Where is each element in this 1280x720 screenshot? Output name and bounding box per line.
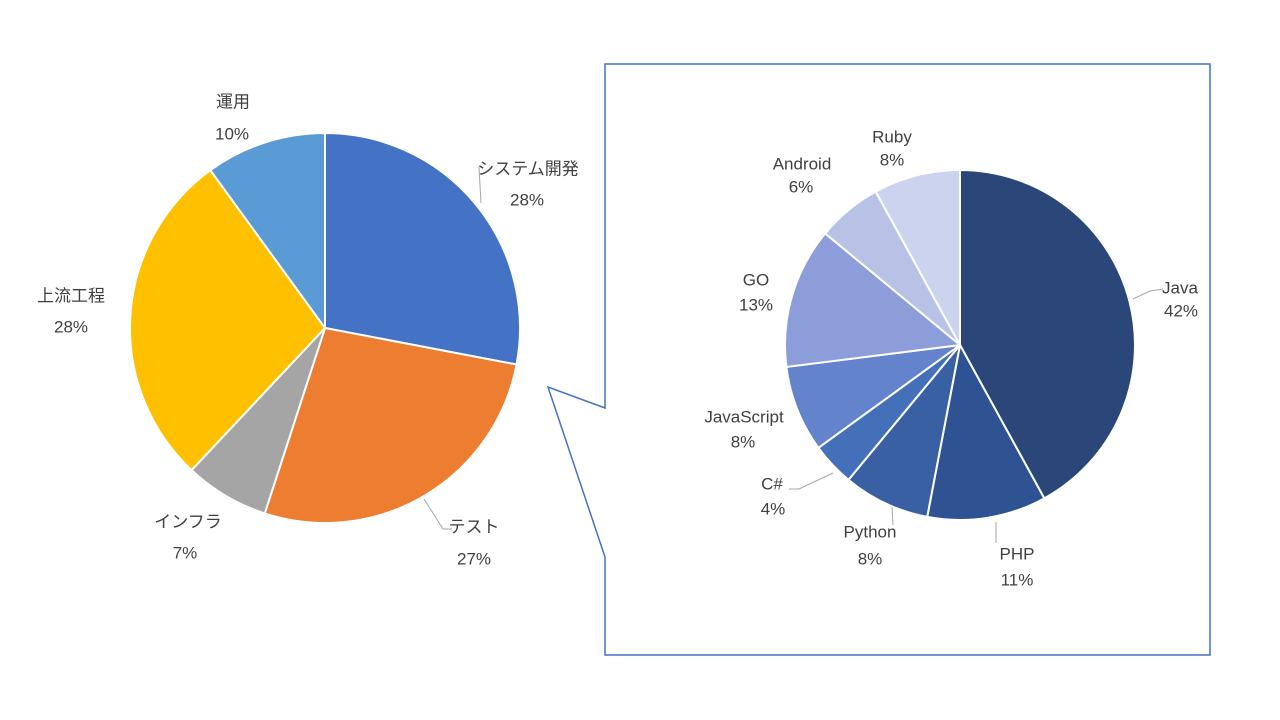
- main-pie-slice-テスト: [263, 327, 518, 524]
- slice-label-text: システム開発: [477, 159, 579, 179]
- slice-pct-test: 27%: [457, 551, 491, 568]
- secondary-pie-slice-GO: [784, 232, 961, 368]
- slice-pct-ruby: 8%: [880, 152, 905, 169]
- main-pie-slice-運用: [209, 132, 326, 329]
- secondary-pie-slice-Java: [959, 169, 1136, 500]
- slice-label-python: Python: [844, 524, 897, 541]
- main-pie-slice-システム開発: [324, 132, 521, 366]
- slice-label-infra: インフラ: [154, 514, 222, 531]
- slice-label-text: Python: [843, 522, 897, 542]
- slice-label-system-dev: システム開発: [477, 161, 579, 178]
- slice-label-upstream: 上流工程: [37, 288, 105, 305]
- slice-pct-go: 13%: [739, 297, 773, 314]
- slice-pct-text: 28%: [509, 190, 545, 210]
- slice-pct-text: 4%: [760, 499, 786, 519]
- slice-label-text: インフラ: [154, 512, 222, 532]
- slice-pct-java: 42%: [1164, 303, 1198, 320]
- slice-label-text: JavaScript: [704, 407, 784, 427]
- slice-pct-javascript: 8%: [731, 434, 756, 451]
- slice-label-java: Java: [1162, 280, 1198, 297]
- slice-label-text: Android: [772, 154, 832, 174]
- slice-pct-csharp: 4%: [761, 501, 786, 518]
- slice-pct-text: 8%: [857, 549, 883, 569]
- slice-pct-text: 6%: [788, 177, 814, 197]
- slice-pct-text: 42%: [1163, 301, 1199, 321]
- slice-pct-text: 11%: [1000, 570, 1034, 590]
- slice-label-text: GO: [742, 270, 770, 290]
- slice-label-text: テスト: [448, 517, 500, 537]
- slice-label-text: PHP: [999, 544, 1035, 564]
- secondary-pie-slice-Ruby: [874, 169, 961, 346]
- slice-pct-text: 8%: [879, 150, 905, 170]
- slice-pct-text: 8%: [730, 432, 756, 452]
- slice-label-text: 運用: [216, 92, 250, 112]
- slice-pct-upstream: 28%: [54, 319, 88, 336]
- secondary-pie-slice-PHP: [926, 344, 1046, 521]
- slice-label-android: Android: [773, 156, 832, 173]
- slice-pct-system-dev: 28%: [510, 192, 544, 209]
- slice-pct-text: 13%: [738, 295, 774, 315]
- slice-pct-operation: 10%: [215, 126, 249, 143]
- slice-label-javascript: JavaScript: [704, 409, 783, 426]
- slice-pct-text: 7%: [172, 543, 198, 563]
- slice-label-go: GO: [743, 272, 769, 289]
- main-pie-slice-上流工程: [128, 169, 326, 472]
- leader-line-system-dev: [478, 166, 482, 204]
- slice-label-csharp: C#: [761, 476, 783, 493]
- slice-pct-android: 6%: [789, 179, 814, 196]
- slice-label-text: Ruby: [872, 127, 912, 147]
- slice-pct-infra: 7%: [173, 545, 198, 562]
- slice-label-operation: 運用: [216, 94, 250, 111]
- slice-label-text: Java: [1162, 278, 1198, 298]
- slice-pct-php: 11%: [1001, 572, 1034, 589]
- slice-label-text: 上流工程: [37, 286, 105, 306]
- slice-pct-python: 8%: [858, 551, 883, 568]
- slice-pct-text: 27%: [456, 549, 492, 569]
- slice-pct-text: 28%: [53, 317, 89, 337]
- slice-pct-text: 10%: [214, 124, 250, 144]
- leader-line-python: [891, 506, 894, 526]
- slice-label-test: テスト: [449, 519, 500, 536]
- leader-line-csharp: [789, 472, 834, 490]
- leader-line-java: [1132, 288, 1164, 300]
- slice-label-php: PHP: [1000, 546, 1035, 563]
- slice-label-ruby: Ruby: [872, 129, 912, 146]
- leader-line-test: [423, 498, 452, 530]
- slice-label-text: C#: [761, 474, 783, 494]
